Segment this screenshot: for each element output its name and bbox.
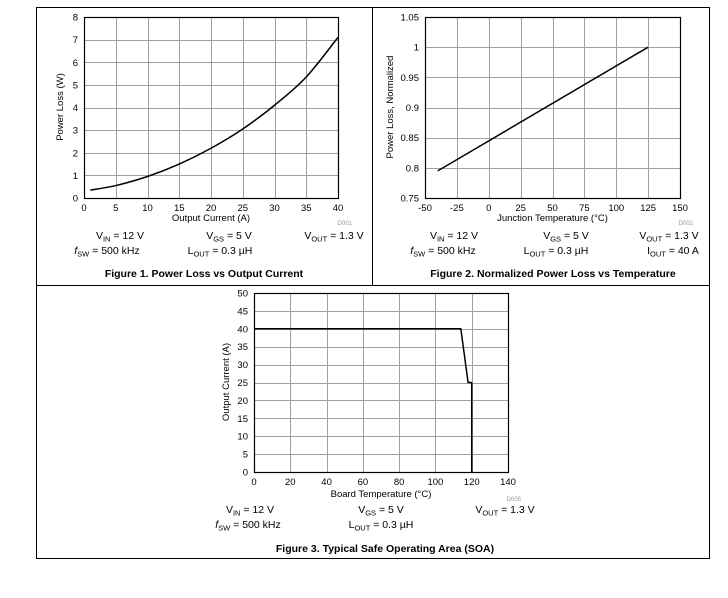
x-axis-label: Junction Temperature (°C) xyxy=(497,213,608,224)
y-tick-label: 0.9 xyxy=(406,103,419,114)
x-tick-label: 0 xyxy=(486,203,491,214)
test-condition: VIN = 12 V xyxy=(226,504,274,518)
y-tick-label: 45 xyxy=(237,306,248,317)
x-tick-label: 100 xyxy=(427,477,443,488)
chart-power-loss-vs-current: 0 5 10 15 20 25 30 35 40 0 1 2 3 4 5 6 7 8 Output Current … xyxy=(55,13,364,281)
test-condition: VIN = 12 V xyxy=(430,230,478,244)
x-axis-label: Output Current (A) xyxy=(172,213,250,224)
chart-normalized-power-loss-vs-temp: -50 -25 0 25 50 75 100 125 150 0.75 0.8 0.85 0.9 0.95… xyxy=(385,13,699,281)
figure-id: D001 xyxy=(338,221,353,227)
x-tick-label: 40 xyxy=(321,477,332,488)
grid xyxy=(425,17,680,198)
y-tick-label: 4 xyxy=(73,103,78,114)
series-line xyxy=(90,36,339,191)
x-tick-label: 30 xyxy=(269,203,280,214)
y-tick-label: 0.95 xyxy=(401,73,420,84)
test-condition: VOUT = 1.3 V xyxy=(475,504,534,518)
x-tick-label: 35 xyxy=(301,203,312,214)
y-axis-label: Output Current (A) xyxy=(221,343,232,421)
figure-id: D002 xyxy=(679,221,694,227)
x-tick-label: 140 xyxy=(500,477,516,488)
y-tick-label: 8 xyxy=(73,13,78,24)
y-tick-label: 50 xyxy=(237,289,248,300)
y-tick-label: 5 xyxy=(243,450,248,461)
y-axis-label: Power Loss, Normalized xyxy=(385,56,396,159)
x-tick-label: 50 xyxy=(547,203,558,214)
y-tick-label: 7 xyxy=(73,35,78,46)
y-tick-label: 5 xyxy=(73,80,78,91)
y-tick-label: 0 xyxy=(243,468,248,479)
y-tick-label: 20 xyxy=(237,396,248,407)
figure-caption: Figure 1. Power Loss vs Output Current xyxy=(105,268,304,280)
y-tick-label: 35 xyxy=(237,342,248,353)
plot-area xyxy=(424,16,682,200)
grid xyxy=(84,17,338,198)
test-condition: VGS = 5 V xyxy=(206,230,252,244)
plot-area xyxy=(83,16,340,200)
x-tick-label: 10 xyxy=(142,203,153,214)
x-tick-label: -25 xyxy=(450,203,464,214)
y-tick-label: 1.05 xyxy=(401,13,420,24)
test-condition: fSW = 500 kHz xyxy=(74,245,140,259)
y-axis-label: Power Loss (W) xyxy=(55,73,66,141)
y-tick-label: 25 xyxy=(237,378,248,389)
x-tick-label: 5 xyxy=(113,203,118,214)
test-condition: VGS = 5 V xyxy=(358,504,404,518)
x-tick-label: 0 xyxy=(251,477,256,488)
test-condition: VOUT = 1.3 V xyxy=(304,230,363,244)
x-tick-label: 80 xyxy=(394,477,405,488)
chart-safe-operating-area: 0 20 40 60 80 100 120 140 0 5 10 15 20 25 30 35 40 45 50 Bo… xyxy=(215,289,534,556)
x-tick-label: 125 xyxy=(640,203,656,214)
y-tick-label: 40 xyxy=(237,324,248,335)
test-condition: LOUT = 0.3 µH xyxy=(188,245,253,259)
test-condition: VGS = 5 V xyxy=(543,230,589,244)
figure-caption: Figure 3. Typical Safe Operating Area (S… xyxy=(276,543,494,555)
x-axis-label: Board Temperature (°C) xyxy=(331,489,432,500)
y-tick-label: 1 xyxy=(414,43,419,54)
x-tick-label: 60 xyxy=(358,477,369,488)
x-tick-label: 20 xyxy=(285,477,296,488)
x-tick-label: 25 xyxy=(237,203,248,214)
plot-area xyxy=(253,292,510,474)
x-tick-label: 150 xyxy=(672,203,688,214)
figure-frame xyxy=(36,7,710,559)
test-condition: fSW = 500 kHz xyxy=(410,245,476,259)
x-tick-label: 20 xyxy=(206,203,217,214)
y-tick-label: 0 xyxy=(73,194,78,205)
series-line xyxy=(254,328,473,472)
test-condition: fSW = 500 kHz xyxy=(215,519,281,533)
figure-caption: Figure 2. Normalized Power Loss vs Tempe… xyxy=(430,268,676,280)
x-tick-label: 100 xyxy=(608,203,624,214)
test-condition: LOUT = 0.3 µH xyxy=(524,245,589,259)
figure-id: D005 xyxy=(507,497,522,503)
y-tick-label: 6 xyxy=(73,58,78,69)
test-condition: IOUT = 40 A xyxy=(647,245,699,259)
x-tick-label: 40 xyxy=(333,203,344,214)
y-tick-label: 1 xyxy=(73,171,78,182)
x-tick-label: 75 xyxy=(579,203,590,214)
x-tick-label: 15 xyxy=(174,203,185,214)
y-tick-label: 3 xyxy=(73,126,78,137)
y-tick-label: 0.85 xyxy=(401,133,420,144)
y-tick-label: 30 xyxy=(237,360,248,371)
y-tick-label: 2 xyxy=(73,148,78,159)
y-tick-label: 0.75 xyxy=(401,194,420,205)
test-condition: LOUT = 0.3 µH xyxy=(349,519,414,533)
x-tick-label: -50 xyxy=(418,203,432,214)
x-tick-label: 120 xyxy=(464,477,480,488)
x-tick-label: 0 xyxy=(81,203,86,214)
x-tick-label: 25 xyxy=(515,203,526,214)
y-tick-label: 0.8 xyxy=(406,163,419,174)
test-condition: VIN = 12 V xyxy=(96,230,144,244)
y-tick-label: 15 xyxy=(237,414,248,425)
test-condition: VOUT = 1.3 V xyxy=(639,230,698,244)
y-tick-label: 10 xyxy=(237,432,248,443)
series-line xyxy=(437,46,649,172)
